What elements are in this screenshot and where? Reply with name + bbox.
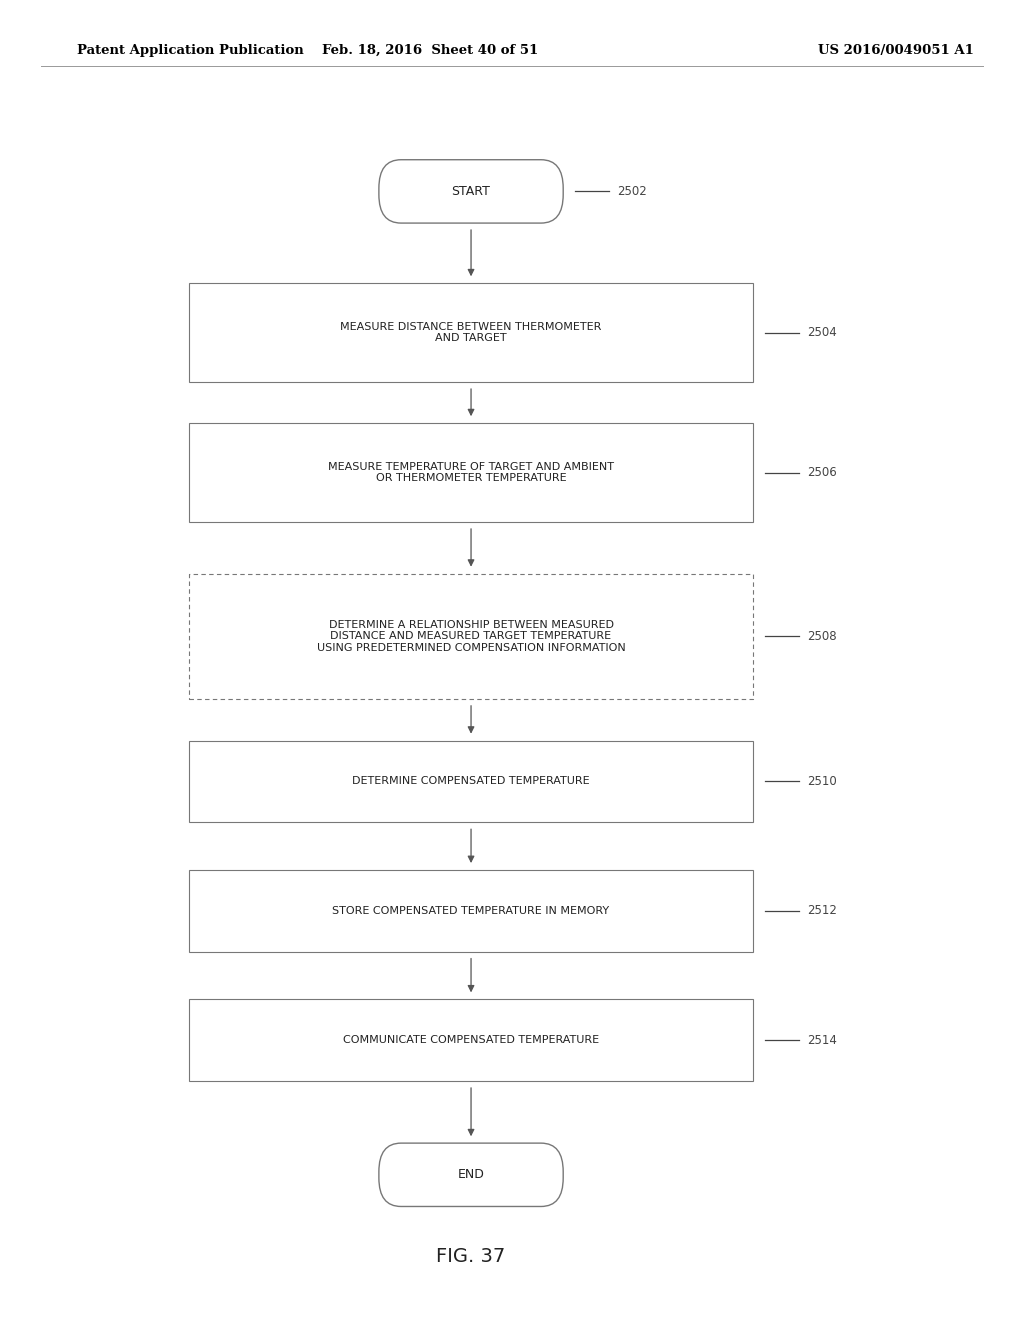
Text: DETERMINE COMPENSATED TEMPERATURE: DETERMINE COMPENSATED TEMPERATURE — [352, 776, 590, 787]
Text: Feb. 18, 2016  Sheet 40 of 51: Feb. 18, 2016 Sheet 40 of 51 — [322, 44, 539, 57]
Text: 2506: 2506 — [807, 466, 837, 479]
Text: 2502: 2502 — [617, 185, 647, 198]
Text: END: END — [458, 1168, 484, 1181]
FancyBboxPatch shape — [189, 999, 753, 1081]
Text: STORE COMPENSATED TEMPERATURE IN MEMORY: STORE COMPENSATED TEMPERATURE IN MEMORY — [333, 906, 609, 916]
FancyBboxPatch shape — [379, 1143, 563, 1206]
Text: 2512: 2512 — [807, 904, 837, 917]
FancyBboxPatch shape — [189, 284, 753, 383]
FancyBboxPatch shape — [189, 573, 753, 700]
Text: 2504: 2504 — [807, 326, 837, 339]
FancyBboxPatch shape — [189, 422, 753, 521]
Text: 2508: 2508 — [807, 630, 837, 643]
Text: MEASURE DISTANCE BETWEEN THERMOMETER
AND TARGET: MEASURE DISTANCE BETWEEN THERMOMETER AND… — [340, 322, 602, 343]
Text: COMMUNICATE COMPENSATED TEMPERATURE: COMMUNICATE COMPENSATED TEMPERATURE — [343, 1035, 599, 1045]
Text: US 2016/0049051 A1: US 2016/0049051 A1 — [818, 44, 974, 57]
Text: MEASURE TEMPERATURE OF TARGET AND AMBIENT
OR THERMOMETER TEMPERATURE: MEASURE TEMPERATURE OF TARGET AND AMBIEN… — [328, 462, 614, 483]
Text: 2510: 2510 — [807, 775, 837, 788]
Text: DETERMINE A RELATIONSHIP BETWEEN MEASURED
DISTANCE AND MEASURED TARGET TEMPERATU: DETERMINE A RELATIONSHIP BETWEEN MEASURE… — [316, 619, 626, 653]
Text: START: START — [452, 185, 490, 198]
Text: Patent Application Publication: Patent Application Publication — [77, 44, 303, 57]
FancyBboxPatch shape — [379, 160, 563, 223]
Text: 2514: 2514 — [807, 1034, 837, 1047]
FancyBboxPatch shape — [189, 870, 753, 952]
FancyBboxPatch shape — [189, 741, 753, 822]
Text: FIG. 37: FIG. 37 — [436, 1247, 506, 1266]
